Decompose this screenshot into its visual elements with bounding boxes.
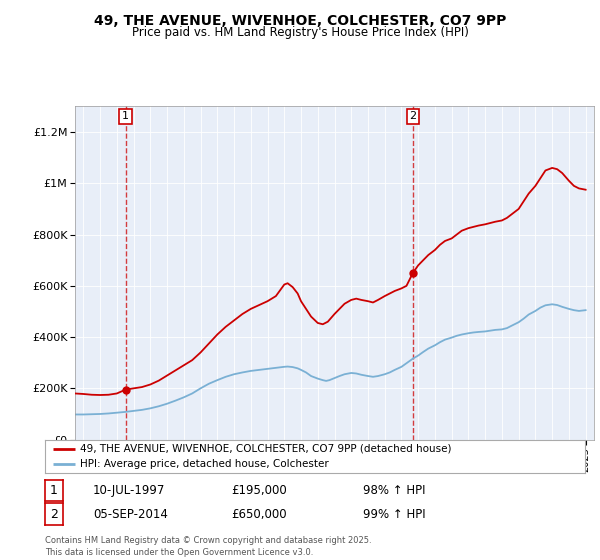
Text: Price paid vs. HM Land Registry's House Price Index (HPI): Price paid vs. HM Land Registry's House … (131, 26, 469, 39)
Text: £650,000: £650,000 (231, 507, 287, 521)
Text: 49, THE AVENUE, WIVENHOE, COLCHESTER, CO7 9PP (detached house): 49, THE AVENUE, WIVENHOE, COLCHESTER, CO… (80, 444, 452, 454)
Text: 1: 1 (50, 484, 58, 497)
Text: 05-SEP-2014: 05-SEP-2014 (93, 507, 168, 521)
Text: 1: 1 (122, 111, 129, 122)
Text: 10-JUL-1997: 10-JUL-1997 (93, 484, 166, 497)
Text: HPI: Average price, detached house, Colchester: HPI: Average price, detached house, Colc… (80, 459, 329, 469)
Text: 2: 2 (50, 507, 58, 521)
Text: Contains HM Land Registry data © Crown copyright and database right 2025.
This d: Contains HM Land Registry data © Crown c… (45, 536, 371, 557)
Text: £195,000: £195,000 (231, 484, 287, 497)
Text: 2: 2 (409, 111, 416, 122)
Text: 49, THE AVENUE, WIVENHOE, COLCHESTER, CO7 9PP: 49, THE AVENUE, WIVENHOE, COLCHESTER, CO… (94, 14, 506, 28)
Text: 99% ↑ HPI: 99% ↑ HPI (363, 507, 425, 521)
Text: 98% ↑ HPI: 98% ↑ HPI (363, 484, 425, 497)
